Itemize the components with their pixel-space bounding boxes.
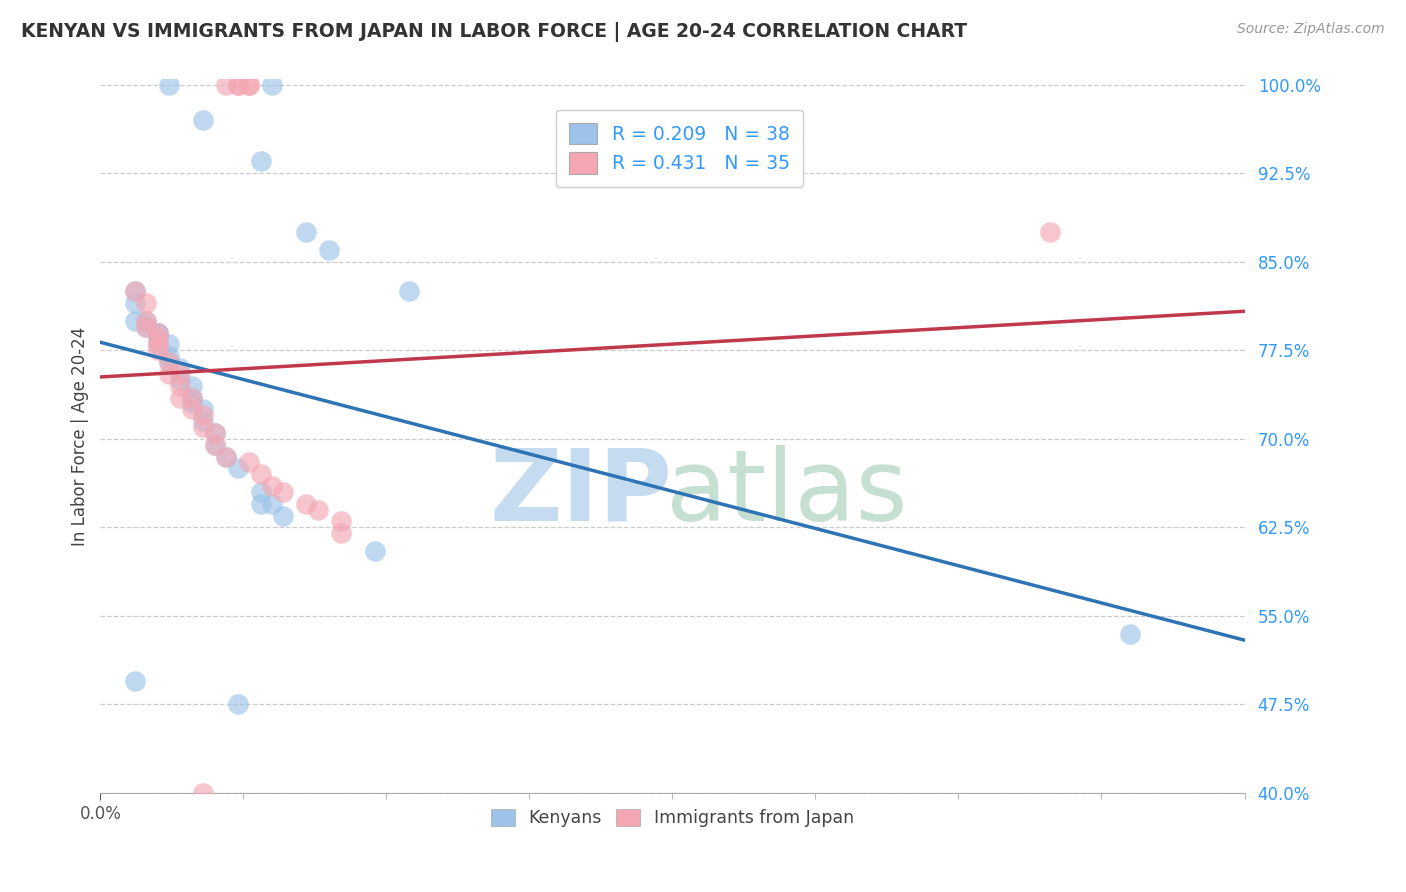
Text: atlas: atlas <box>666 444 908 541</box>
Point <box>226 698 249 712</box>
Point <box>169 361 191 376</box>
Point <box>273 485 295 500</box>
Point <box>260 497 283 511</box>
Text: KENYAN VS IMMIGRANTS FROM JAPAN IN LABOR FORCE | AGE 20-24 CORRELATION CHART: KENYAN VS IMMIGRANTS FROM JAPAN IN LABOR… <box>21 22 967 42</box>
Point <box>204 438 226 452</box>
Point <box>204 425 226 440</box>
Point <box>146 326 169 340</box>
Point <box>260 78 283 92</box>
Point <box>273 508 295 523</box>
Point <box>124 285 146 299</box>
Point <box>295 497 318 511</box>
Point <box>146 337 169 351</box>
Point <box>146 343 169 358</box>
Point <box>146 326 169 340</box>
Point <box>180 396 202 410</box>
Point <box>157 355 180 369</box>
Point <box>364 544 387 558</box>
Point <box>318 243 340 257</box>
Point <box>238 78 260 92</box>
Point <box>1039 225 1062 239</box>
Point <box>249 467 271 482</box>
Point <box>329 526 352 541</box>
Point <box>1119 626 1142 640</box>
Point <box>146 326 169 340</box>
Point <box>157 349 180 363</box>
Point <box>169 373 191 387</box>
Point <box>215 78 238 92</box>
Point <box>135 319 157 334</box>
Point <box>249 154 271 169</box>
Point <box>238 455 260 469</box>
Point <box>398 285 420 299</box>
Point <box>135 319 157 334</box>
Point <box>135 296 157 310</box>
Point <box>193 408 215 422</box>
Point <box>193 414 215 428</box>
Point <box>226 461 249 475</box>
Point <box>124 296 146 310</box>
Point <box>180 402 202 417</box>
Point <box>226 78 249 92</box>
Point <box>169 378 191 392</box>
Point <box>180 391 202 405</box>
Y-axis label: In Labor Force | Age 20-24: In Labor Force | Age 20-24 <box>72 326 89 546</box>
Point <box>157 367 180 381</box>
Point <box>329 515 352 529</box>
Point <box>135 314 157 328</box>
Point <box>169 391 191 405</box>
Point <box>204 425 226 440</box>
Point <box>204 438 226 452</box>
Point <box>295 225 318 239</box>
Text: Source: ZipAtlas.com: Source: ZipAtlas.com <box>1237 22 1385 37</box>
Point <box>193 113 215 128</box>
Point <box>146 331 169 345</box>
Text: ZIP: ZIP <box>489 444 672 541</box>
Point <box>238 78 260 92</box>
Point <box>157 355 180 369</box>
Point <box>249 497 271 511</box>
Point <box>307 502 329 516</box>
Point <box>157 337 180 351</box>
Point <box>215 450 238 464</box>
Point <box>193 786 215 800</box>
Point <box>193 420 215 434</box>
Point <box>146 337 169 351</box>
Legend: Kenyans, Immigrants from Japan: Kenyans, Immigrants from Japan <box>484 802 862 834</box>
Point <box>226 78 249 92</box>
Point <box>124 285 146 299</box>
Point <box>180 391 202 405</box>
Point <box>249 485 271 500</box>
Point <box>135 314 157 328</box>
Point <box>124 673 146 688</box>
Point <box>157 78 180 92</box>
Point <box>124 314 146 328</box>
Point <box>180 378 202 392</box>
Point <box>193 402 215 417</box>
Point <box>260 479 283 493</box>
Point <box>146 331 169 345</box>
Point <box>169 367 191 381</box>
Point <box>215 450 238 464</box>
